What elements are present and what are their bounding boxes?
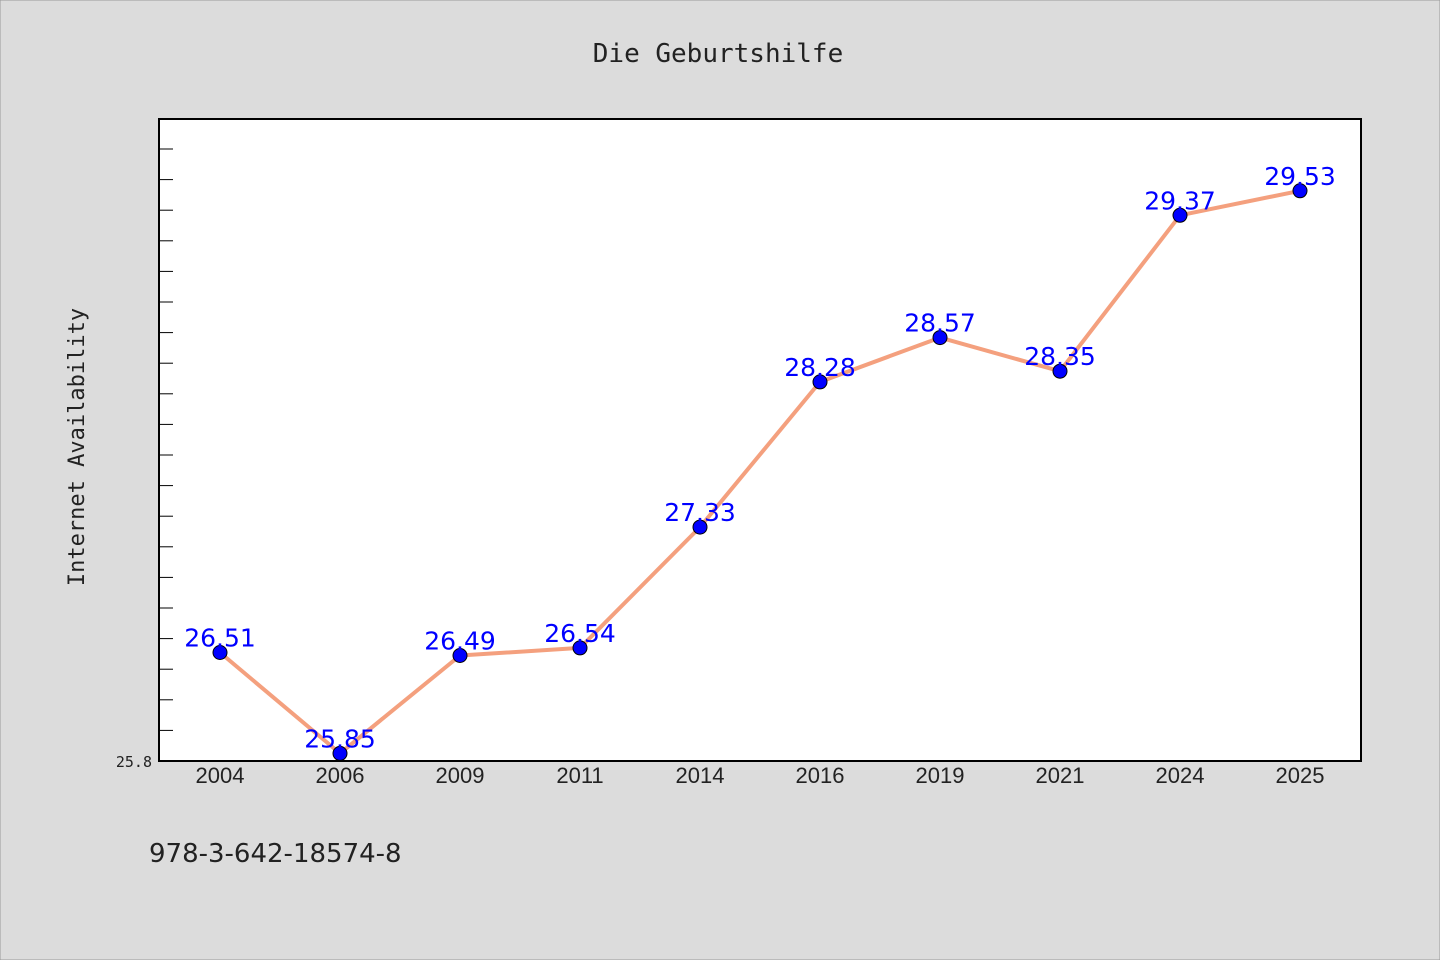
x-tick-label: 2016 [796, 763, 845, 788]
x-tick-label: 2021 [1036, 763, 1085, 788]
data-point-marker [572, 640, 588, 656]
x-tick-label: 2006 [316, 763, 365, 788]
data-point-marker [452, 648, 468, 663]
data-point-marker [812, 374, 828, 390]
x-tick-label: 2019 [916, 763, 965, 788]
data-point-marker [212, 645, 228, 660]
series-markers [212, 183, 1308, 761]
x-tick-label: 2004 [196, 763, 245, 788]
data-labels: 26.51 25.85 26.49 26.54 27.33 28.28 28.57 28.35… [184, 162, 1336, 754]
data-point-label: 28.35 [1024, 342, 1096, 371]
data-point-label: 26.49 [424, 627, 496, 656]
data-point-label: 26.51 [184, 624, 256, 653]
plot-frame [158, 118, 1362, 762]
x-tick-label: 2014 [676, 763, 725, 788]
y-minor-ticks [159, 148, 173, 762]
y-tick-label-0: 25.8 [116, 753, 152, 771]
data-point-label: 25.85 [304, 724, 376, 753]
data-point-label: 28.28 [784, 353, 856, 382]
data-point-label: 29.37 [1144, 186, 1216, 215]
data-point-label: 28.57 [904, 309, 976, 338]
x-tick-label: 2024 [1156, 763, 1205, 788]
data-point-label: 27.33 [664, 498, 736, 527]
data-point-marker [1172, 207, 1188, 223]
data-point-label: 26.54 [544, 619, 616, 648]
x-tick-label: 2011 [556, 763, 603, 788]
data-point-marker [1052, 363, 1068, 379]
series-line [218, 188, 1302, 756]
chart-title: Die Geburtshilfe [593, 39, 843, 69]
data-point-label: 29.53 [1264, 162, 1336, 191]
data-point-marker [932, 330, 948, 346]
data-point-marker [692, 519, 708, 535]
data-point-marker [1292, 183, 1308, 199]
x-tick-label: 2025 [1276, 763, 1325, 788]
x-tick-labels: 2004 2006 2009 2011 2014 2016 2019 2021 2024 2025 [196, 763, 1325, 788]
y-axis-label: Internet Availability [65, 308, 90, 586]
footer-isbn: 978-3-642-18574-8 [149, 839, 402, 869]
plot-area [159, 119, 1361, 761]
x-tick-label: 2009 [436, 763, 485, 788]
